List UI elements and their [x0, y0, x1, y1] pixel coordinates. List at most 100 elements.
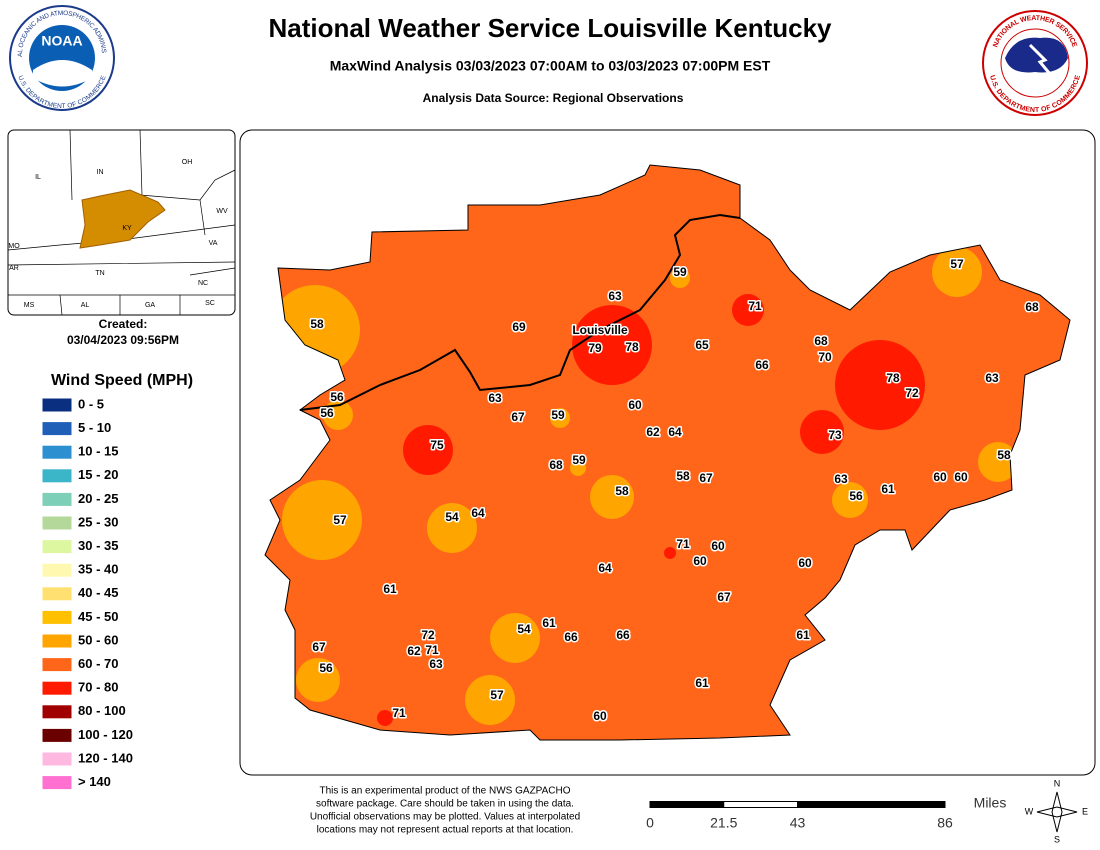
station-value: 64 — [471, 506, 485, 520]
station-value: 63 — [608, 289, 622, 303]
station-value: 63 — [834, 472, 848, 486]
inset-label: IN — [97, 169, 104, 176]
compass: N E S W — [1025, 778, 1088, 844]
scale-label: 21.5 — [710, 815, 737, 831]
scale-segment — [723, 802, 798, 807]
scale-label: 0 — [646, 815, 654, 831]
footer: This is an experimental product of the N… — [310, 786, 580, 836]
wind-area — [490, 613, 540, 663]
station-value: 66 — [616, 628, 630, 642]
station-value: 54 — [517, 622, 531, 636]
legend-swatch — [41, 539, 73, 555]
scale-unit: Miles — [974, 795, 1007, 811]
station-value: 68 — [549, 458, 563, 472]
station-value: 64 — [668, 425, 682, 439]
station-value: 58 — [997, 448, 1011, 462]
scale-label: 86 — [937, 815, 953, 831]
compass-label: W — [1025, 806, 1034, 816]
station-value: 57 — [333, 513, 347, 527]
legend-label: > 140 — [78, 774, 111, 789]
station-value: 56 — [319, 661, 333, 675]
wind-area — [670, 268, 690, 288]
wind-area — [296, 658, 340, 702]
station-value: 60 — [954, 470, 968, 484]
inset-label: VA — [209, 240, 218, 247]
station-value: 63 — [429, 657, 443, 671]
legend-label: 0 - 5 — [78, 396, 104, 411]
inset-label: SC — [205, 300, 215, 307]
inset-label: AL — [81, 302, 90, 309]
station-value: 67 — [699, 471, 713, 485]
legend-swatch — [41, 468, 73, 484]
station-value: 65 — [695, 338, 709, 352]
station-value: 72 — [421, 628, 435, 642]
station-value: 60 — [593, 709, 607, 723]
legend-label: 50 - 60 — [78, 632, 118, 647]
legend-label: 15 - 20 — [78, 467, 118, 482]
station-value: 57 — [950, 257, 964, 271]
disclaimer-line: locations may not represent actual repor… — [317, 825, 574, 836]
station-value: 62 — [646, 425, 660, 439]
legend-swatch — [41, 657, 73, 673]
inset-label: AR — [9, 265, 19, 272]
station-value: 59 — [673, 265, 687, 279]
station-value: 61 — [881, 482, 895, 496]
station-value: 66 — [564, 630, 578, 644]
legend-swatch — [41, 680, 73, 696]
wind-area — [570, 460, 586, 476]
legend: 0 - 5 5 - 10 10 - 15 15 - 20 20 - 25 25 - 30 3… — [41, 396, 133, 791]
inset-label: TN — [95, 270, 104, 277]
disclaimer-line: software package. Care should be taken i… — [316, 799, 574, 810]
legend-label: 40 - 45 — [78, 585, 118, 600]
wind-area — [323, 400, 353, 430]
legend-swatch — [41, 609, 73, 625]
wind-area — [932, 247, 982, 297]
source: Analysis Data Source: Regional Observati… — [423, 91, 684, 105]
legend-label: 100 - 120 — [78, 727, 133, 742]
title: National Weather Service Louisville Kent… — [268, 13, 832, 43]
station-value: 61 — [796, 628, 810, 642]
inset-label: MO — [8, 243, 20, 250]
legend-swatch — [41, 751, 73, 767]
station-value: 58 — [676, 469, 690, 483]
station-value: 66 — [755, 358, 769, 372]
legend-label: 20 - 25 — [78, 491, 118, 506]
legend-swatch — [41, 586, 73, 602]
station-value: 67 — [717, 590, 731, 604]
station-value: 56 — [320, 406, 334, 420]
wind-area — [835, 340, 925, 430]
station-value: 72 — [905, 386, 919, 400]
station-value: 56 — [849, 489, 863, 503]
inset-label: NC — [198, 280, 208, 287]
station-value: 59 — [551, 408, 565, 422]
disclaimer-line: This is an experimental product of the N… — [319, 786, 570, 797]
station-value: 57 — [490, 688, 504, 702]
station-value: 63 — [488, 391, 502, 405]
station-value: 60 — [628, 398, 642, 412]
station-value: 60 — [711, 539, 725, 553]
legend-swatch — [41, 491, 73, 507]
wind-area — [377, 710, 393, 726]
wind-area — [590, 475, 634, 519]
station-value: 79 — [588, 341, 602, 355]
station-value: 63 — [985, 371, 999, 385]
station-value: 58 — [615, 484, 629, 498]
inset-label: WV — [216, 208, 228, 215]
wind-area — [800, 410, 844, 454]
station-value: 71 — [425, 643, 439, 657]
station-value: 67 — [511, 410, 525, 424]
station-value: 68 — [1025, 300, 1039, 314]
station-value: 60 — [933, 470, 947, 484]
inset-label: OH — [182, 159, 193, 166]
inset-label: KY — [122, 225, 132, 232]
station-value: 54 — [445, 510, 459, 524]
wind-area — [732, 294, 764, 326]
legend-swatch — [41, 444, 73, 460]
header: National Weather Service Louisville Kent… — [268, 13, 832, 105]
inset-label: IL — [35, 174, 41, 181]
wind-area — [978, 442, 1018, 482]
inset-label: GA — [145, 302, 155, 309]
wind-area — [403, 425, 453, 475]
